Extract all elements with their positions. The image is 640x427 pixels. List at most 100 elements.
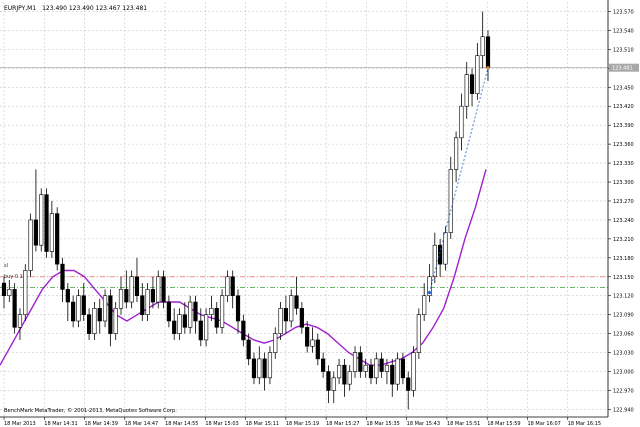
candle xyxy=(86,308,92,340)
candle xyxy=(411,346,416,397)
price-tick-label: 123.330 xyxy=(613,161,634,167)
candle-body-bull xyxy=(352,352,358,372)
candle-body-bull xyxy=(76,295,81,322)
candle xyxy=(390,358,395,397)
candle-body-bull xyxy=(331,377,336,391)
candle xyxy=(299,302,304,334)
current-price-label: 123.481 xyxy=(612,66,633,72)
candle-body-bull xyxy=(28,219,33,271)
candle-body-bear xyxy=(251,358,257,379)
candle-body-bull xyxy=(475,55,480,94)
candle xyxy=(352,346,358,378)
candle xyxy=(209,295,214,321)
candle xyxy=(416,308,421,359)
candle-body-bear xyxy=(108,295,113,334)
candle xyxy=(23,264,28,321)
current-price-marker xyxy=(609,63,639,72)
price-tick-label: 123.540 xyxy=(613,28,634,34)
candle-body-bull xyxy=(17,314,23,328)
candle xyxy=(12,283,17,334)
candle xyxy=(374,352,379,385)
order-levels xyxy=(0,276,608,288)
candle xyxy=(108,289,113,347)
candle xyxy=(60,257,65,303)
candle-body-bull xyxy=(49,213,54,252)
candle xyxy=(193,295,198,334)
candle-body-bull xyxy=(267,352,273,379)
candle-body-bull xyxy=(374,358,379,379)
candle xyxy=(368,358,374,385)
candle xyxy=(28,213,33,277)
candle xyxy=(475,43,480,100)
price-tick-label: 123.420 xyxy=(613,104,634,110)
candle-body-bear xyxy=(193,301,198,322)
price-tick-label: 123.270 xyxy=(613,199,634,205)
candle-body-bear xyxy=(150,289,156,303)
time-tick-label: 18 Mar 15:35 xyxy=(366,421,399,427)
candle-body-bull xyxy=(257,358,262,379)
candle xyxy=(235,289,241,334)
candle xyxy=(230,270,235,309)
candle xyxy=(315,333,320,366)
candle-body-bear xyxy=(299,308,304,328)
candle xyxy=(246,333,251,366)
candle xyxy=(140,283,145,321)
time-tick-label: 18 Mar 15:11 xyxy=(246,421,279,427)
price-tick-label: 123.210 xyxy=(613,237,634,243)
candle-body-bear xyxy=(55,213,60,265)
candle xyxy=(480,11,485,69)
candle xyxy=(177,308,182,340)
price-tick-label: 123.570 xyxy=(613,9,634,15)
candle-body-bear xyxy=(1,282,7,297)
candle xyxy=(363,358,368,378)
candle-body-bear xyxy=(124,289,129,303)
candle xyxy=(262,352,267,391)
candle xyxy=(161,270,166,309)
time-tick-label: 18 Mar 14:55 xyxy=(165,421,198,427)
trade-exit-marker xyxy=(486,66,490,70)
candle-body-bull xyxy=(363,364,368,372)
candle xyxy=(71,295,76,328)
candle-body-bull xyxy=(427,276,432,297)
candle-body-bear xyxy=(33,219,39,246)
candle-body-bear xyxy=(469,74,475,94)
candle-body-bear xyxy=(86,314,92,334)
candle xyxy=(49,200,54,258)
candle-body-bear xyxy=(60,263,65,290)
candle-body-bull xyxy=(209,308,214,315)
time-tick-label: 18 Mar 16:07 xyxy=(527,421,560,427)
trade-connector xyxy=(429,67,489,293)
candle-body-bear xyxy=(400,358,406,379)
candle xyxy=(92,302,97,340)
candle-body-bull xyxy=(310,339,315,347)
candle xyxy=(55,207,60,271)
time-tick-label: 18 Mar 15:19 xyxy=(286,421,319,427)
candle xyxy=(358,346,363,378)
candle-body-bear xyxy=(321,358,326,372)
price-tick-label: 123.030 xyxy=(613,351,634,357)
candle-body-bear xyxy=(97,308,102,322)
candle xyxy=(289,289,294,328)
candle-body-bear xyxy=(161,276,166,303)
candle xyxy=(188,295,193,334)
candle xyxy=(81,283,86,321)
candle-body-bull xyxy=(177,314,182,334)
candle-body-bear xyxy=(166,301,171,322)
candle xyxy=(113,302,118,340)
sl-label: sl xyxy=(4,263,8,269)
candle xyxy=(278,302,283,340)
candle-body-bear xyxy=(140,295,145,315)
candle xyxy=(283,295,288,334)
candle xyxy=(39,188,44,252)
candle-body-bear xyxy=(134,276,140,297)
candle xyxy=(182,302,187,334)
candle-body-bear xyxy=(294,295,299,309)
candle xyxy=(400,352,406,385)
candle xyxy=(384,358,390,385)
candle-body-bear xyxy=(235,295,241,322)
candle xyxy=(118,276,124,315)
candle-body-bull xyxy=(278,308,283,334)
candle xyxy=(448,156,453,239)
candle xyxy=(65,283,70,321)
